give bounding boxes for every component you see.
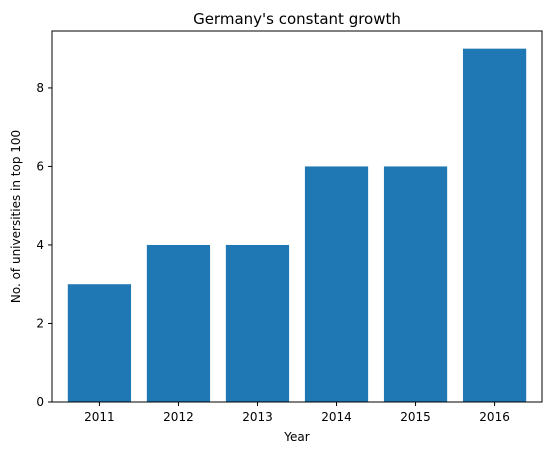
- plot-area-frame: [51, 30, 543, 403]
- y-tick-label: 8: [36, 81, 44, 95]
- x-tick-label: 2016: [479, 410, 510, 424]
- y-tick-label: 0: [36, 395, 44, 409]
- x-tick-label: 2012: [163, 410, 194, 424]
- x-tick-label: 2013: [242, 410, 273, 424]
- y-tick-label: 4: [36, 238, 44, 252]
- bar-2012: [146, 244, 211, 402]
- y-tick-label: 2: [36, 316, 44, 330]
- y-axis-ticks: 0 2 4 6 8: [36, 81, 52, 409]
- bar-2014: [304, 166, 369, 402]
- x-axis-ticks: 2011 2012 2013 2014 2015 2016: [84, 402, 510, 424]
- x-tick-label: 2014: [321, 410, 352, 424]
- x-axis-label: Year: [283, 430, 309, 444]
- bar-2013: [225, 244, 290, 402]
- bar-2015: [383, 166, 448, 402]
- bar-2016: [462, 48, 527, 403]
- x-tick-label: 2011: [84, 410, 115, 424]
- chart-title: Germany's constant growth: [193, 10, 401, 28]
- bar-2011: [67, 284, 132, 402]
- bars-group: [67, 48, 527, 403]
- x-tick-label: 2015: [400, 410, 431, 424]
- y-tick-label: 6: [36, 159, 44, 173]
- y-axis-label: No. of universities in top 100: [9, 130, 23, 303]
